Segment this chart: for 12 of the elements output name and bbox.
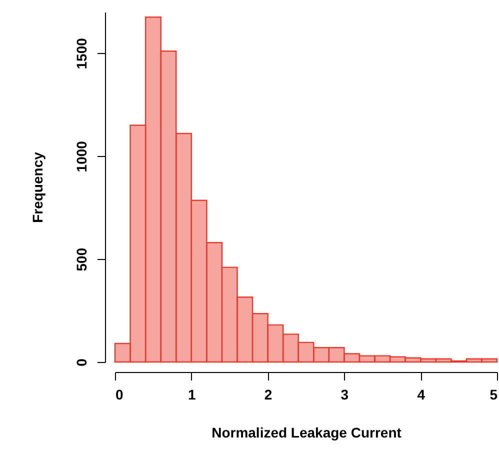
x-tick-label: 2 — [264, 386, 272, 402]
y-tick-label: 500 — [74, 248, 90, 272]
x-tick-label: 3 — [340, 386, 349, 402]
x-tick-label: 0 — [116, 386, 124, 402]
y-axis-title: Frequency — [30, 152, 46, 223]
x-axis-title: Normalized Leakage Current — [212, 424, 402, 440]
x-tick-label: 1 — [188, 386, 196, 402]
x-tick-label: 5 — [490, 386, 498, 402]
y-tick-label: 1000 — [74, 140, 90, 172]
x-tick-label: 4 — [417, 386, 426, 402]
y-tick-label: 1500 — [74, 38, 90, 70]
y-tick-label: 0 — [74, 358, 90, 366]
